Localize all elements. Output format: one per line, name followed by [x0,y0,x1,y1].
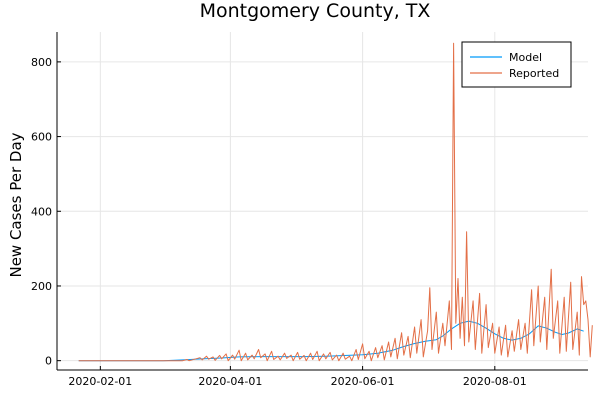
x-tick-label: 2020-02-01 [68,375,132,388]
legend: Model Reported [461,41,572,88]
y-tick-labels: 0 200 400 600 800 [31,56,52,368]
x-tick-label: 2020-08-01 [463,375,527,388]
legend-label-reported: Reported [509,67,559,80]
y-tick-label: 800 [31,56,52,69]
x-tick-label: 2020-04-01 [198,375,262,388]
y-axis-title: New Cases Per Day [7,132,25,277]
series-line-reported [78,42,593,362]
axes [56,32,588,371]
plot-area [78,42,593,362]
x-tick-label: 2020-06-01 [331,375,395,388]
legend-box [461,41,572,88]
legend-label-model: Model [509,51,542,64]
y-tick-label: 600 [31,131,52,144]
chart-title: Montgomery County, TX [200,0,431,22]
y-tick-label: 400 [31,205,52,218]
x-tick-labels: 2020-02-01 2020-04-01 2020-06-01 2020-08-01 [68,375,526,388]
y-tick-label: 200 [31,280,52,293]
y-tick-label: 0 [45,355,52,368]
